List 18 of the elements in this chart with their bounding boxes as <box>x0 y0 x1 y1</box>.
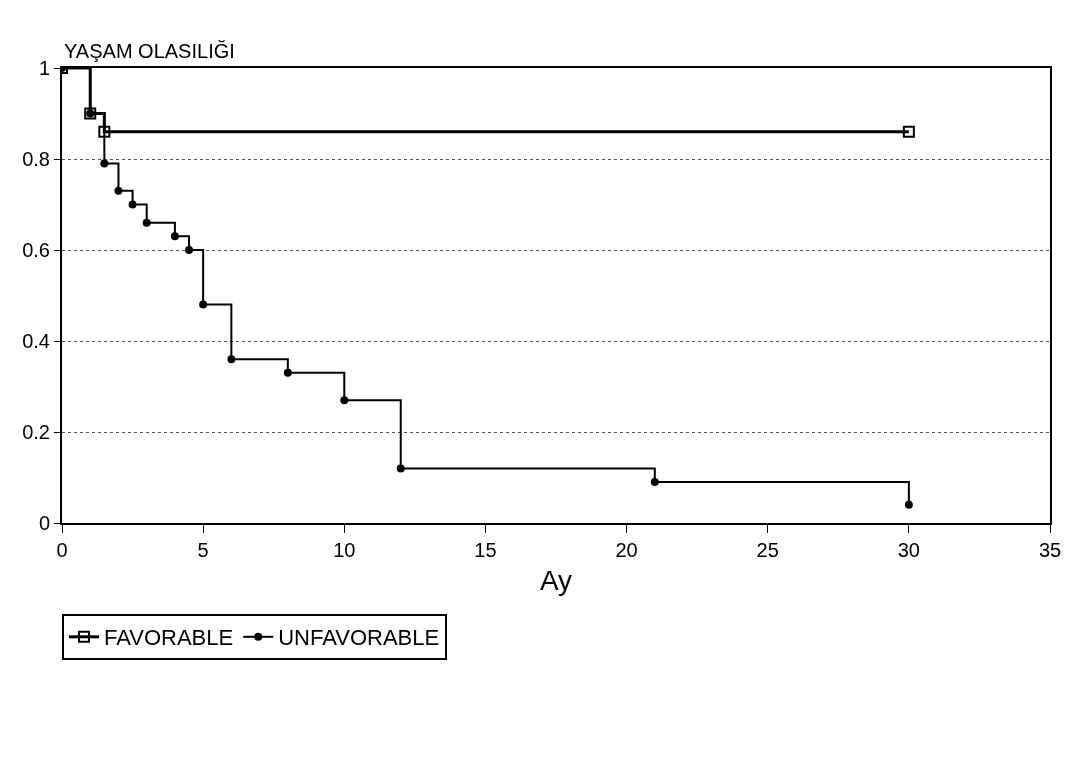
x-tick-label: 10 <box>333 539 356 561</box>
y-tick-label: 0.6 <box>22 239 50 261</box>
x-axis-title: Ay <box>539 564 573 596</box>
x-tick-label: 25 <box>756 539 779 561</box>
y-axis-title: YAŞAM OLASILIĞI <box>64 40 235 62</box>
x-tick-label: 5 <box>197 539 209 561</box>
x-tick-label: 20 <box>615 539 638 561</box>
x-tick-label: 35 <box>1038 539 1062 561</box>
legend-label: FAVORABLE <box>104 625 234 651</box>
x-tick-label: 30 <box>897 539 920 561</box>
y-tick-label: 1 <box>38 57 50 79</box>
y-tick-label: 0.8 <box>22 148 50 170</box>
x-tick-label: 15 <box>474 539 497 561</box>
legend-label: UNFAVORABLE <box>278 625 440 651</box>
y-tick-label: 0.4 <box>22 330 50 352</box>
x-tick-label: 0 <box>56 539 68 561</box>
y-tick-label: 0 <box>38 512 50 534</box>
y-tick-label: 0.2 <box>22 421 50 443</box>
